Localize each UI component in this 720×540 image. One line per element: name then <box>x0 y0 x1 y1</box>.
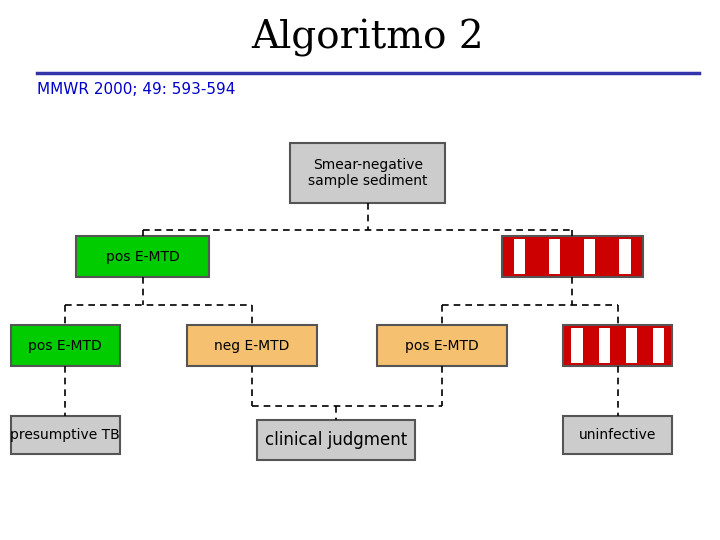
Bar <box>11 416 120 454</box>
Bar <box>502 237 642 276</box>
Text: uninfective: uninfective <box>579 428 657 442</box>
Text: Smear-negative
sample sediment: Smear-negative sample sediment <box>308 158 428 188</box>
Bar <box>76 237 210 276</box>
Bar <box>549 239 560 274</box>
Bar <box>584 239 595 274</box>
Bar <box>572 328 582 363</box>
Text: Algoritmo 2: Algoritmo 2 <box>251 19 485 57</box>
Bar <box>513 239 525 274</box>
Bar <box>11 325 120 366</box>
Text: clinical judgment: clinical judgment <box>265 431 408 449</box>
Text: MMWR 2000; 49: 593-594: MMWR 2000; 49: 593-594 <box>37 82 235 97</box>
Text: presumptive TB: presumptive TB <box>10 428 120 442</box>
Bar <box>290 143 446 202</box>
Text: neg E-MTD: neg E-MTD <box>214 339 289 353</box>
Text: pos E-MTD: pos E-MTD <box>106 249 179 264</box>
Bar <box>563 325 672 366</box>
Bar <box>377 325 507 366</box>
Bar <box>257 420 415 460</box>
Bar <box>186 325 317 366</box>
Bar <box>619 239 631 274</box>
Bar <box>563 416 672 454</box>
Text: pos E-MTD: pos E-MTD <box>28 339 102 353</box>
Bar <box>626 328 637 363</box>
Text: pos E-MTD: pos E-MTD <box>405 339 479 353</box>
Bar <box>598 328 610 363</box>
Bar <box>653 328 665 363</box>
